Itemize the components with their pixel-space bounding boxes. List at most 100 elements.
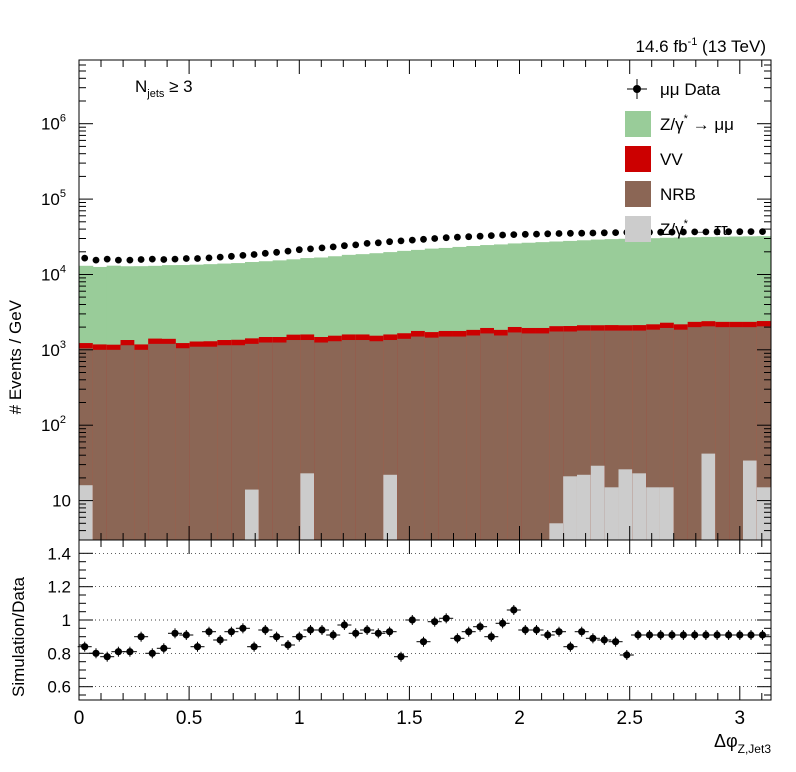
legend-label: Z/γ* → μμ <box>660 113 734 134</box>
legend: μμ Data Z/γ* → μμ VV NRB Z/γ* → ττ <box>625 79 734 242</box>
x-tick-label: 2 <box>514 708 525 729</box>
nrb-bar <box>535 333 550 540</box>
nrb-bar <box>507 332 523 540</box>
nrb-bar <box>438 336 453 540</box>
data-point <box>567 229 574 237</box>
data-point <box>747 228 755 236</box>
y-tick-label: 104 <box>41 264 66 285</box>
data-point <box>126 256 134 264</box>
nrb-bar <box>715 327 730 540</box>
nrb-bar <box>106 349 121 540</box>
nrb-bar <box>452 336 467 540</box>
ratio-point <box>487 633 495 641</box>
ratio-point <box>103 653 111 661</box>
ratio-point <box>555 628 563 636</box>
y-tick-label: 106 <box>41 113 66 134</box>
nrb-bar <box>134 349 149 540</box>
x-axis-ticks: 0 0.5 1 1.5 2 2.5 3 <box>74 540 763 729</box>
luminosity-label: 14.6 fb-1 (13 TeV) <box>636 36 766 56</box>
ratio-point <box>634 631 642 639</box>
data-point <box>318 244 326 252</box>
legend-swatch <box>625 181 651 207</box>
data-point <box>431 235 439 242</box>
ratio-point <box>273 633 281 641</box>
nrb-bar <box>549 331 564 540</box>
ratio-point <box>216 636 224 644</box>
data-point <box>148 255 156 263</box>
data-point <box>499 231 506 239</box>
data-point <box>295 246 303 254</box>
data-point <box>103 255 111 263</box>
ztautau-bar <box>618 469 633 540</box>
data-point <box>442 234 450 242</box>
ratio-points <box>77 605 770 662</box>
nrb-bar <box>162 343 177 540</box>
ratio-point <box>465 628 473 636</box>
data-point <box>216 253 224 261</box>
y-tick-label: 103 <box>41 339 66 360</box>
ratio-point <box>431 618 439 626</box>
ratio-point <box>589 634 597 642</box>
data-point <box>363 240 371 247</box>
nrb-bar <box>410 336 426 540</box>
main-panel: 10 102 103 104 105 106 Njets ≥ 3 # Events / G… <box>6 59 772 541</box>
nrb-bar <box>175 348 191 540</box>
data-point <box>702 228 710 236</box>
ratio-point <box>499 619 507 627</box>
ratio-point <box>261 626 269 634</box>
x-tick-label: 2.5 <box>616 708 642 729</box>
nrb-bar <box>341 340 357 540</box>
ratio-point <box>352 629 360 637</box>
ratio-y-tick-label: 0.8 <box>47 644 71 663</box>
data-point <box>182 255 190 262</box>
ratio-point <box>397 653 405 661</box>
ratio-point <box>453 634 461 642</box>
data-point <box>420 235 427 243</box>
data-point <box>92 256 100 264</box>
data-point <box>533 230 540 238</box>
ratio-point <box>442 614 450 622</box>
data-point <box>137 256 145 263</box>
ratio-point <box>114 648 122 656</box>
ratio-point <box>736 631 744 639</box>
data-point <box>273 248 280 256</box>
data-point <box>352 241 360 249</box>
ztautau-bar <box>756 487 772 540</box>
data-point <box>668 228 676 236</box>
ratio-panel: 0.6 0.8 1 1.2 1.4 0 0.5 1 1.5 2 2.5 3 Simulation/D… <box>9 539 772 756</box>
data-point <box>510 231 518 239</box>
ratio-point <box>713 631 721 639</box>
nrb-bar <box>659 327 675 540</box>
ratio-point <box>137 633 145 641</box>
ratio-point <box>284 641 292 649</box>
ztautau-bar <box>576 474 592 540</box>
stacked-histogram <box>79 236 772 541</box>
ratio-point <box>419 638 428 646</box>
nrb-bar <box>424 337 440 540</box>
data-point <box>194 255 201 262</box>
x-axis-label: ΔφZ,Jet3 <box>714 731 771 756</box>
nrb-bar <box>148 343 163 540</box>
ratio-point <box>374 629 382 637</box>
data-point <box>725 228 732 236</box>
data-point <box>759 228 766 236</box>
ratio-point <box>171 629 179 637</box>
ratio-point <box>250 643 258 651</box>
nrb-bar <box>272 342 287 540</box>
ztautau-bar <box>604 487 619 540</box>
data-point <box>341 242 348 250</box>
ratio-point <box>92 649 100 657</box>
nrb-bar <box>369 341 384 540</box>
legend-swatch <box>625 146 651 172</box>
ratio-y-tick-label: 1 <box>62 611 71 630</box>
data-points <box>81 228 766 264</box>
data-point <box>476 232 484 240</box>
ztautau-bar <box>590 465 606 540</box>
ratio-point <box>295 633 303 641</box>
legend-label: NRB <box>660 185 696 204</box>
ratio-point <box>657 631 665 639</box>
nrb-bar <box>231 345 246 540</box>
data-point <box>329 243 337 251</box>
data-point <box>205 254 213 262</box>
selection-label: Njets ≥ 3 <box>135 77 193 100</box>
